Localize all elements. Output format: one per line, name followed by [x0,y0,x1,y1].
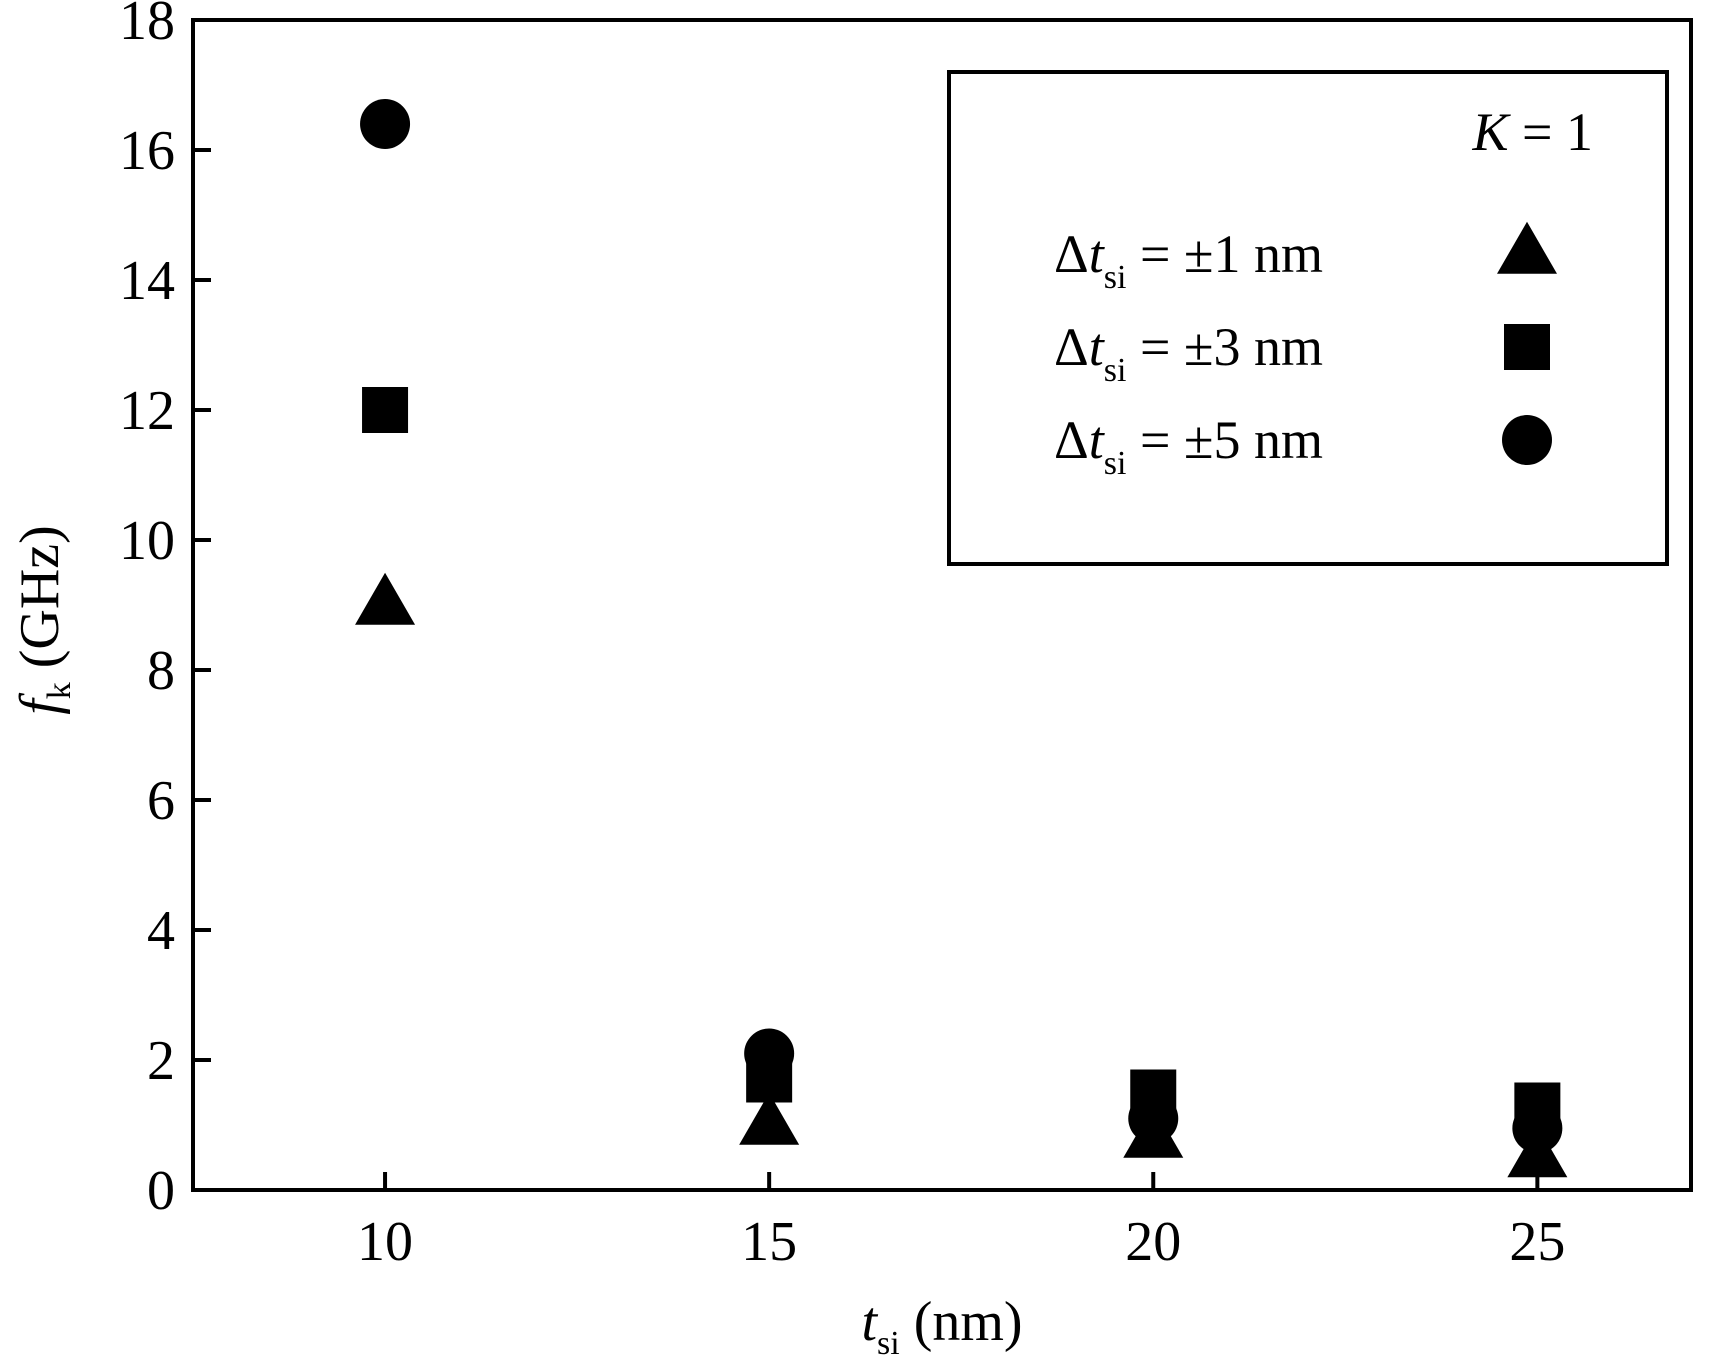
x-tick-label: 20 [1125,1211,1181,1273]
y-axis-ticks: 0 2 4 6 8 10 12 14 16 18 [119,0,211,1222]
x-axis-ticks: 10 15 20 25 [357,1172,1565,1273]
legend-label: Δtsi = ±5 nm [1054,410,1323,482]
triangle-point [355,572,416,625]
legend-label: Δtsi = ±3 nm [1054,317,1323,389]
x-tick-label: 10 [357,1211,413,1273]
circle-point [360,99,411,149]
y-tick-label: 16 [119,120,175,182]
legend-label-sub: si [1104,352,1127,389]
legend-label-rest: = ±1 nm [1126,224,1323,284]
legend-label-main: Δ [1054,224,1089,284]
triangle-point [739,1092,800,1145]
y-axis-label-sub: k [41,682,78,699]
x-axis-label-main: t [861,1291,878,1353]
plot-frame [191,18,1693,1192]
y-tick-label: 6 [147,770,175,832]
y-tick-label: 10 [119,510,175,572]
x-tick-label: 25 [1509,1211,1565,1273]
data-points [355,99,1568,1178]
y-tick-label: 14 [119,250,175,312]
y-axis-label: fk (GHz) [9,525,78,715]
y-tick-label: 12 [119,380,175,442]
circle-point [1512,1103,1563,1154]
legend-label: Δtsi = ±1 nm [1054,224,1323,296]
y-tick-label: 8 [147,640,175,702]
legend-entries: Δtsi = ±1 nm Δtsi = ±3 nm Δtsi = ±5 nm [1054,221,1557,482]
legend-triangle-marker [1497,221,1557,274]
circle-point [1128,1093,1179,1144]
y-tick-label: 2 [147,1030,175,1092]
legend-title: K = 1 [1472,102,1594,162]
y-axis-label-unit: (GHz) [9,525,71,682]
legend-label-rest: = ±3 nm [1126,317,1323,377]
square-point [362,387,409,433]
legend-title-rest: = 1 [1509,102,1593,162]
y-tick-label: 18 [119,0,175,52]
legend-label-rest: = ±5 nm [1126,410,1323,470]
legend-title-main: K [1472,102,1512,162]
x-axis-label-unit: (nm) [900,1291,1023,1353]
x-axis-label: tsi (nm) [861,1291,1022,1362]
legend-box [947,70,1669,566]
legend-square-marker [1504,324,1550,370]
x-axis-label-sub: si [877,1325,900,1362]
legend-label-sub: si [1104,259,1127,296]
y-tick-label: 4 [147,900,175,962]
x-tick-label: 15 [741,1211,797,1273]
y-tick-label: 0 [147,1160,175,1222]
legend-circle-marker [1502,415,1552,465]
circle-point [744,1028,795,1079]
legend-label-sub: si [1104,445,1127,482]
legend-label-main: Δ [1054,317,1089,377]
legend-label-main: Δ [1054,410,1089,470]
legend: K = 1 Δtsi = ±1 nm Δtsi = ±3 nm Δtsi = ±5 … [947,70,1669,566]
